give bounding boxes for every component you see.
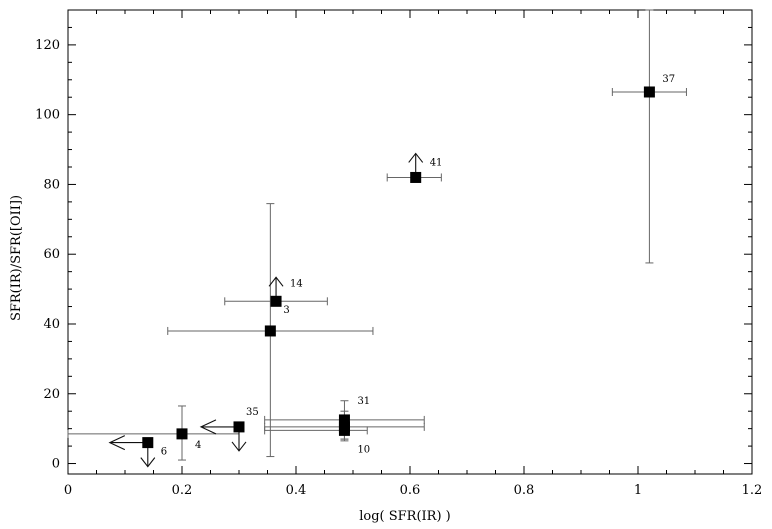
x-tick-label: 1.2 bbox=[742, 483, 763, 498]
data-point bbox=[270, 295, 282, 307]
data-point bbox=[176, 428, 188, 440]
left-limit-arrowhead bbox=[199, 419, 217, 435]
point-label: 4 bbox=[195, 440, 201, 451]
y-tick-label: 40 bbox=[43, 317, 60, 332]
axis-ticks: 0 0.2 0.4 0.6 0.8 1 1.2 0 20 40 60 80 100 120 bbox=[35, 9, 763, 498]
x-tick-label: 0.6 bbox=[400, 483, 421, 498]
x-axis-label: log( SFR(IR) ) bbox=[359, 509, 451, 524]
y-tick-label: 120 bbox=[35, 38, 60, 53]
y-tick-label: 80 bbox=[43, 177, 60, 192]
y-tick-label: 60 bbox=[43, 247, 60, 262]
lower-limit-arrowhead bbox=[408, 152, 424, 163]
x-tick-label: 0.2 bbox=[172, 483, 193, 498]
x-tick-label: 0 bbox=[64, 483, 72, 498]
y-axis-label: SFR(IR)/SFR([OII]) bbox=[9, 195, 24, 321]
point-label: 41 bbox=[430, 157, 443, 168]
point-label: 35 bbox=[246, 407, 259, 418]
point-labels: 37 41 14 3 31 10 35 4 6 bbox=[161, 74, 675, 458]
data-point bbox=[233, 421, 245, 433]
y-tick-label: 20 bbox=[43, 387, 60, 402]
y-tick-label: 100 bbox=[35, 108, 60, 123]
data-point bbox=[338, 414, 350, 426]
point-label: 10 bbox=[357, 444, 370, 455]
upper-limit-arrowhead bbox=[231, 441, 247, 452]
x-tick-label: 0.4 bbox=[286, 483, 307, 498]
point-label: 6 bbox=[161, 447, 167, 458]
data-point bbox=[142, 437, 154, 449]
data-point bbox=[264, 325, 276, 337]
left-limit-arrowhead bbox=[108, 435, 126, 451]
point-label: 3 bbox=[283, 305, 289, 316]
data-point bbox=[410, 171, 422, 183]
upper-limit-arrowhead bbox=[140, 457, 156, 468]
data-point bbox=[338, 424, 350, 436]
point-label: 37 bbox=[662, 74, 675, 85]
error-bars bbox=[67, 9, 687, 461]
x-tick-label: 1 bbox=[634, 483, 642, 498]
x-tick-label: 0.8 bbox=[514, 483, 535, 498]
point-label: 31 bbox=[357, 396, 370, 407]
point-label: 14 bbox=[290, 278, 303, 289]
data-points bbox=[142, 86, 655, 449]
data-point bbox=[643, 86, 655, 98]
lower-limit-arrowhead bbox=[268, 276, 284, 287]
y-tick-label: 0 bbox=[52, 457, 60, 472]
